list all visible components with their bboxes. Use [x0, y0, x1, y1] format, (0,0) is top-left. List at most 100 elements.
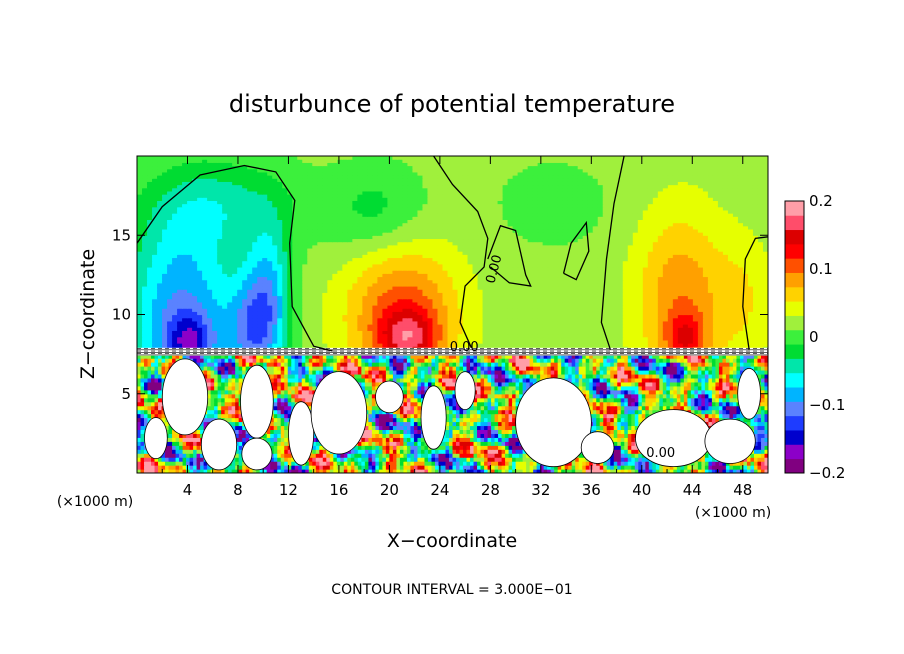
field-cell: [612, 327, 619, 331]
field-cell: [472, 247, 479, 252]
field-cell: [692, 295, 699, 300]
field-cell: [752, 244, 759, 249]
field-cell: [297, 251, 303, 255]
field-cell: [392, 311, 399, 316]
field-cell: [597, 320, 604, 325]
field-cell: [582, 292, 589, 297]
field-cell: [547, 276, 554, 281]
field-cell: [747, 336, 754, 341]
field-cell: [272, 238, 278, 243]
field-cell: [492, 295, 499, 300]
field-cell: [272, 324, 278, 328]
field-cell: [342, 254, 348, 259]
field-cell: [507, 304, 514, 309]
field-cell: [512, 327, 519, 331]
field-cell: [542, 336, 549, 341]
field-cell: [147, 247, 153, 252]
field-cell: [367, 301, 373, 306]
field-cell: [307, 225, 313, 230]
field-cell: [492, 282, 499, 287]
field-cell: [337, 304, 343, 309]
field-cell: [592, 257, 599, 262]
field-cell: [167, 330, 173, 335]
field-cell: [257, 270, 263, 274]
field-cell: [472, 276, 479, 281]
field-cell: [297, 343, 303, 347]
field-cell: [202, 263, 208, 268]
field-cell: [362, 241, 368, 246]
field-cell: [527, 257, 534, 262]
field-cell: [157, 273, 163, 278]
field-cell: [297, 279, 303, 284]
field-cell: [312, 282, 318, 287]
field-cell: [382, 247, 388, 252]
field-cell: [652, 238, 659, 243]
field-cell: [502, 232, 509, 236]
field-cell: [267, 324, 273, 328]
field-cell: [572, 289, 579, 293]
field-cell: [207, 336, 213, 341]
field-cell: [252, 320, 258, 325]
field-cell: [277, 279, 283, 284]
field-cell: [457, 238, 464, 243]
field-cell: [587, 282, 594, 287]
field-cell: [182, 276, 188, 281]
field-cell: [572, 228, 579, 233]
field-cell: [722, 260, 729, 265]
field-cell: [552, 317, 559, 322]
field-cell: [702, 282, 709, 287]
field-cell: [667, 308, 674, 312]
field-cell: [597, 336, 604, 341]
field-cell: [392, 308, 399, 312]
field-cell: [407, 308, 414, 312]
field-cell: [302, 285, 308, 290]
field-cell: [137, 273, 143, 278]
field-cell: [762, 247, 768, 252]
field-cell: [257, 324, 263, 328]
field-cell: [307, 266, 313, 271]
field-cell: [422, 324, 429, 328]
field-cell: [652, 308, 659, 312]
field-cell: [302, 295, 308, 300]
field-cell: [157, 343, 163, 347]
field-cell: [237, 263, 243, 268]
field-cell: [682, 339, 689, 344]
field-cell: [352, 327, 358, 331]
field-cell: [692, 301, 699, 306]
field-cell: [297, 282, 303, 287]
field-cell: [277, 317, 283, 322]
field-cell: [487, 292, 494, 297]
field-cell: [207, 301, 213, 306]
field-cell: [702, 238, 709, 243]
field-cell: [692, 282, 699, 287]
field-cell: [327, 285, 333, 290]
field-cell: [642, 308, 649, 312]
field-cell: [587, 327, 594, 331]
field-cell: [732, 266, 739, 271]
field-cell: [492, 327, 499, 331]
field-cell: [492, 333, 499, 338]
field-cell: [657, 295, 664, 300]
field-cell: [362, 320, 368, 325]
field-cell: [367, 339, 373, 344]
field-cell: [532, 285, 539, 290]
field-cell: [267, 327, 273, 331]
field-cell: [437, 238, 444, 243]
field-cell: [532, 276, 539, 281]
field-cell: [252, 330, 258, 335]
field-cell: [542, 298, 549, 303]
field-cell: [437, 320, 444, 325]
field-cell: [652, 292, 659, 297]
field-cell: [517, 330, 524, 335]
field-cell: [182, 317, 188, 322]
field-cell: [402, 333, 409, 338]
field-cell: [647, 266, 654, 271]
field-cell: [427, 251, 434, 255]
field-cell: [722, 257, 729, 262]
field-cell: [617, 279, 624, 284]
field-cell: [387, 266, 394, 271]
field-cell: [637, 295, 644, 300]
field-cell: [142, 311, 148, 316]
field-cell: [522, 320, 529, 325]
field-cell: [682, 228, 689, 233]
